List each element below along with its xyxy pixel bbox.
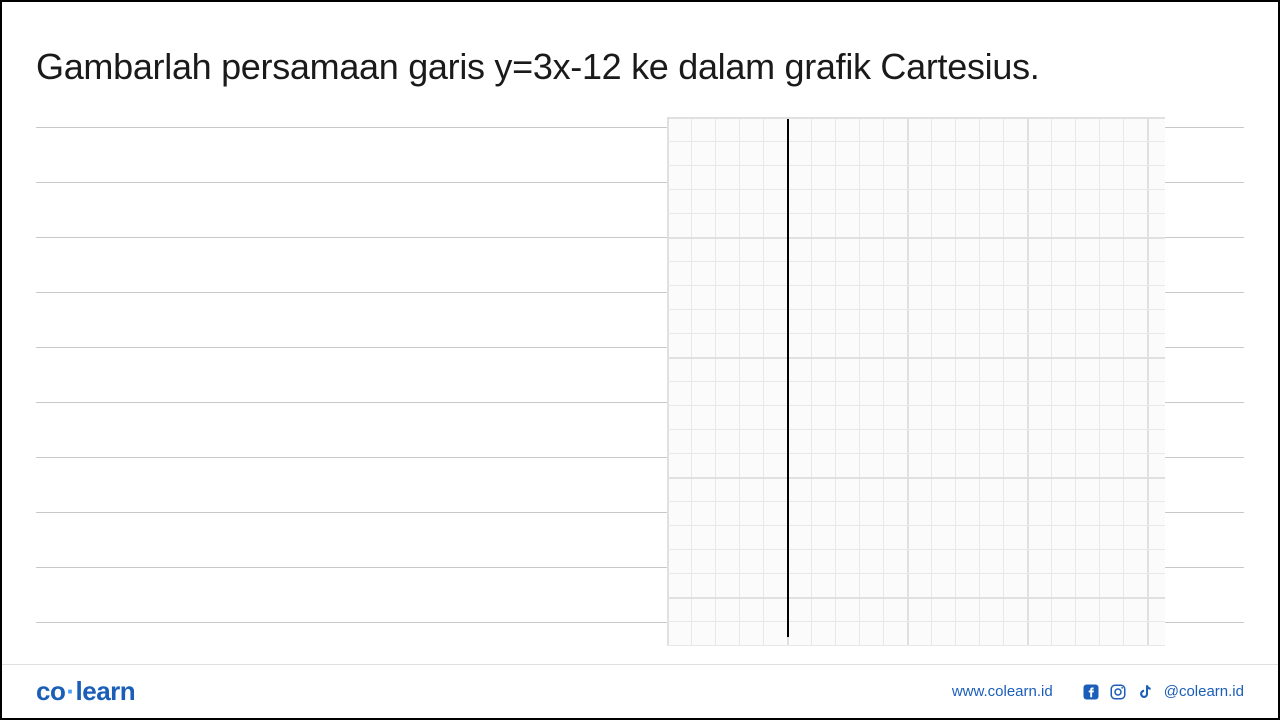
instagram-icon [1108, 682, 1128, 702]
grid-line-horizontal [667, 525, 1165, 526]
social-handle: @colearn.id [1164, 683, 1244, 700]
grid-line-horizontal [667, 573, 1165, 574]
grid-line-horizontal [667, 405, 1165, 406]
grid-line-horizontal [667, 357, 1165, 359]
facebook-icon [1081, 682, 1101, 702]
footer-right: www.colearn.id @colearn.id [952, 682, 1244, 702]
grid-line-horizontal [667, 285, 1165, 286]
grid-line-horizontal [667, 645, 1165, 646]
grid-line-horizontal [667, 453, 1165, 454]
grid-line-horizontal [667, 621, 1165, 622]
grid-line-horizontal [667, 309, 1165, 310]
y-axis [787, 119, 789, 637]
logo-dot: · [66, 676, 74, 706]
cartesian-grid [667, 117, 1165, 645]
logo-prefix: co [36, 676, 65, 706]
grid-line-horizontal [667, 333, 1165, 334]
grid-line-horizontal [667, 261, 1165, 262]
social-links: @colearn.id [1081, 682, 1244, 702]
brand-logo: co·learn [36, 676, 135, 707]
grid-line-horizontal [667, 381, 1165, 382]
logo-suffix: learn [76, 676, 136, 706]
grid-line-horizontal [667, 165, 1165, 166]
question-text: Gambarlah persamaan garis y=3x-12 ke dal… [36, 46, 1039, 88]
grid-line-horizontal [667, 477, 1165, 479]
grid-line-horizontal [667, 501, 1165, 502]
grid-line-horizontal [667, 597, 1165, 599]
grid-line-horizontal [667, 237, 1165, 239]
grid-line-horizontal [667, 549, 1165, 550]
grid-line-horizontal [667, 429, 1165, 430]
tiktok-icon [1135, 682, 1155, 702]
website-url: www.colearn.id [952, 683, 1053, 700]
grid-line-horizontal [667, 117, 1165, 119]
grid-line-horizontal [667, 213, 1165, 214]
grid-line-horizontal [667, 189, 1165, 190]
grid-line-horizontal [667, 141, 1165, 142]
footer: co·learn www.colearn.id @colearn.id [2, 664, 1278, 718]
